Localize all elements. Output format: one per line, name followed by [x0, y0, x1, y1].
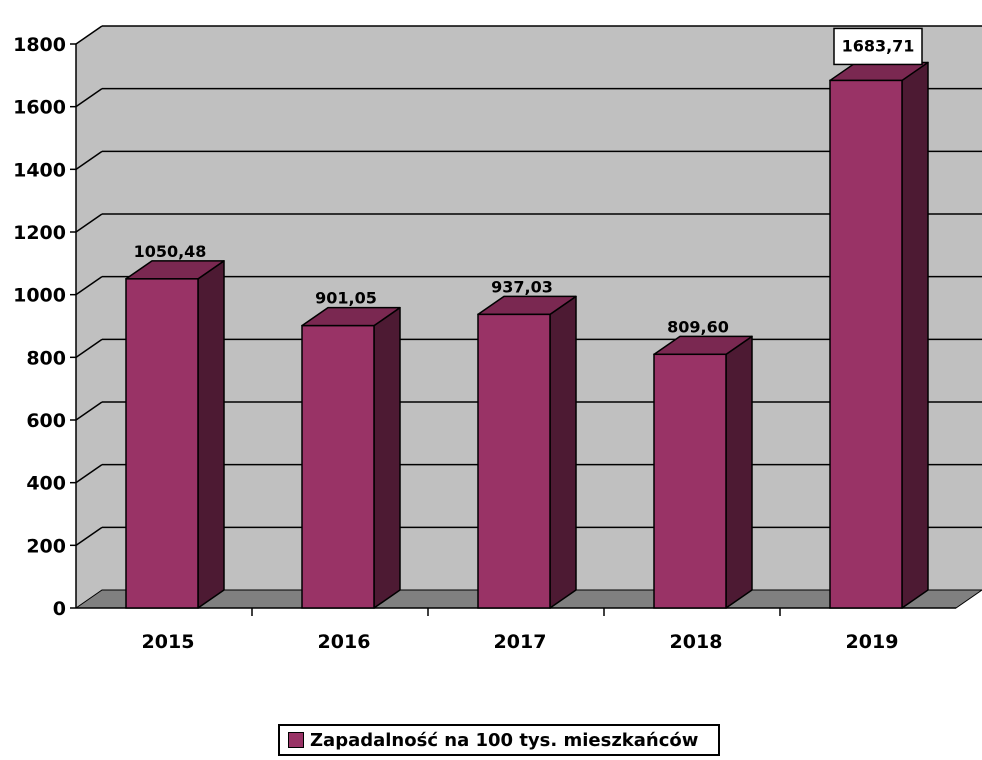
bar-2018 [653, 335, 753, 609]
gridline-side [75, 526, 103, 546]
labels: 2015 1050,48 2016 901,05 2017 937,03 2018 809,6… [134, 27, 923, 653]
bar-front [301, 324, 375, 609]
legend: Zapadalność na 100 tys. mieszkańców [278, 724, 720, 756]
y-tick-label: 1000 [13, 285, 66, 307]
gridline-side [75, 464, 103, 484]
data-label: 1683,71 [842, 36, 915, 55]
data-label: 1050,48 [134, 242, 207, 261]
x-tick-label: 2017 [494, 631, 547, 653]
x-tick-label: 2016 [318, 631, 371, 653]
x-tick-label: 2015 [142, 631, 195, 653]
data-label: 937,03 [491, 277, 553, 296]
y-tick-label: 400 [26, 473, 66, 495]
y-tick-label: 1200 [13, 222, 66, 244]
gridline-side [75, 150, 103, 170]
gridline-side [75, 88, 103, 108]
gridline-side [75, 338, 103, 358]
bar-2016 [301, 306, 401, 609]
bar-front [829, 79, 903, 609]
y-tick-label: 200 [26, 535, 66, 557]
bar-front [653, 353, 727, 609]
side-wall [76, 26, 102, 608]
bar-side [373, 306, 401, 609]
bar-front [125, 278, 199, 609]
bar-2019 [829, 61, 929, 609]
y-tick-label: 600 [26, 410, 66, 432]
bar-side [901, 61, 929, 609]
axes: 0 200 400 600 800 1000 1200 1400 1600 1800 [13, 34, 956, 620]
gridline-side [75, 25, 103, 45]
bar-side [725, 335, 753, 609]
gridline-side [75, 276, 103, 296]
y-tick-label: 800 [26, 347, 66, 369]
y-tick-label: 1400 [13, 159, 66, 181]
bar-2015 [125, 260, 225, 609]
y-tick-label: 0 [53, 598, 66, 620]
bar-side [197, 260, 225, 609]
gridline-side [75, 213, 103, 233]
legend-label: Zapadalność na 100 tys. mieszkańców [310, 729, 699, 751]
data-label-box [833, 27, 923, 66]
bar-side [549, 295, 577, 609]
x-tick-label: 2018 [670, 631, 723, 653]
legend-swatch [288, 732, 304, 748]
x-tick-label: 2019 [846, 631, 899, 653]
bar-chart: 0 200 400 600 800 1000 1200 1400 1600 1800 2015 10… [13, 25, 982, 653]
data-label: 809,60 [667, 317, 729, 336]
bar-2017 [477, 295, 577, 609]
data-label: 901,05 [315, 289, 377, 308]
y-tick-label: 1600 [13, 97, 66, 119]
bar-front [477, 313, 551, 609]
bars [125, 61, 929, 609]
y-tick-label: 1800 [13, 34, 66, 56]
gridline-side [75, 401, 103, 421]
